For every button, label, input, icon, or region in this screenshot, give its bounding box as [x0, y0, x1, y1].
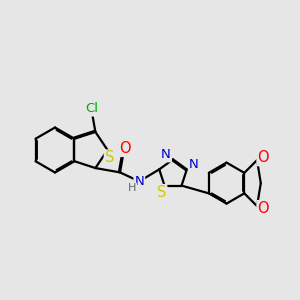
- Text: O: O: [257, 201, 269, 216]
- Text: S: S: [105, 151, 114, 166]
- Text: N: N: [161, 148, 171, 161]
- Text: O: O: [257, 150, 269, 165]
- Text: Cl: Cl: [86, 103, 99, 116]
- Text: S: S: [157, 185, 166, 200]
- Text: H: H: [128, 183, 136, 194]
- Text: N: N: [134, 175, 144, 188]
- Text: N: N: [189, 158, 199, 171]
- Text: O: O: [119, 141, 131, 156]
